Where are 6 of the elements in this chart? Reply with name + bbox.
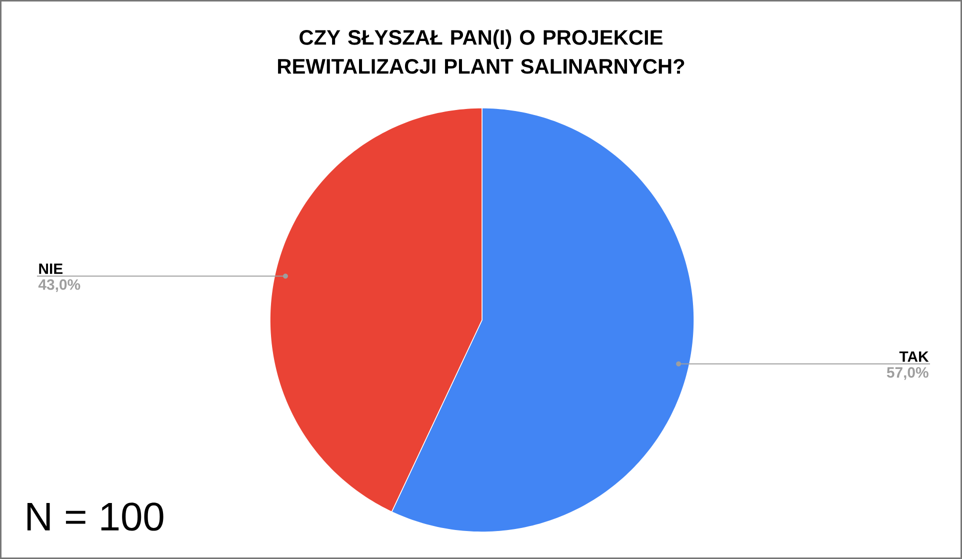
slice-label: TAK (899, 351, 929, 362)
data-label: 57,0% (886, 367, 928, 380)
text: N = 100 (27, 502, 164, 531)
chart-title: CZY SŁYSZAŁ PAN(I) O PROJEKCIE REWITALIZACJI PLANT SALINARNYCH? (278, 30, 684, 74)
data-label: 43,0% (38, 279, 80, 292)
slice-label: NIE (39, 264, 63, 274)
